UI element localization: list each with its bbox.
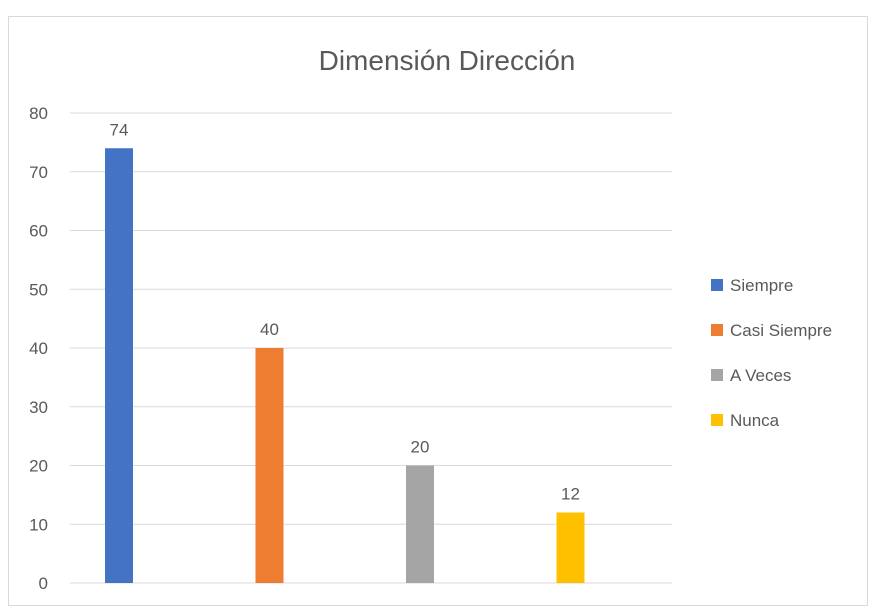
y-tick-label: 10 — [29, 515, 48, 534]
y-tick-label: 0 — [39, 574, 48, 593]
legend-swatch — [711, 369, 723, 381]
y-tick-label: 40 — [29, 339, 48, 358]
legend-swatch — [711, 414, 723, 426]
legend-label: A Veces — [730, 366, 791, 385]
data-labels: 74 40 20 12 — [110, 120, 580, 503]
y-tick-label: 60 — [29, 222, 48, 241]
y-tick-label: 80 — [29, 104, 48, 123]
y-tick-label: 20 — [29, 457, 48, 476]
chart-frame — [8, 16, 868, 606]
y-tick-label: 70 — [29, 163, 48, 182]
bar-2 — [406, 465, 434, 583]
legend-label: Casi Siempre — [730, 321, 832, 340]
data-label: 12 — [561, 485, 580, 504]
legend: Siempre Casi Siempre A Veces Nunca — [711, 276, 832, 430]
y-tick-label: 50 — [29, 280, 48, 299]
bar-0 — [105, 148, 133, 583]
bar-3 — [556, 512, 585, 583]
legend-label: Siempre — [730, 276, 793, 295]
data-label: 74 — [110, 120, 129, 139]
bar-1 — [255, 348, 284, 583]
legend-label: Nunca — [730, 411, 780, 430]
bars — [105, 148, 585, 583]
data-label: 20 — [411, 438, 430, 457]
legend-swatch — [711, 279, 723, 291]
y-axis-ticks: 0 10 20 30 40 50 60 70 80 — [29, 104, 48, 593]
data-label: 40 — [260, 320, 279, 339]
y-tick-label: 30 — [29, 398, 48, 417]
chart-title: Dimensión Dirección — [319, 45, 576, 76]
legend-swatch — [711, 324, 723, 336]
